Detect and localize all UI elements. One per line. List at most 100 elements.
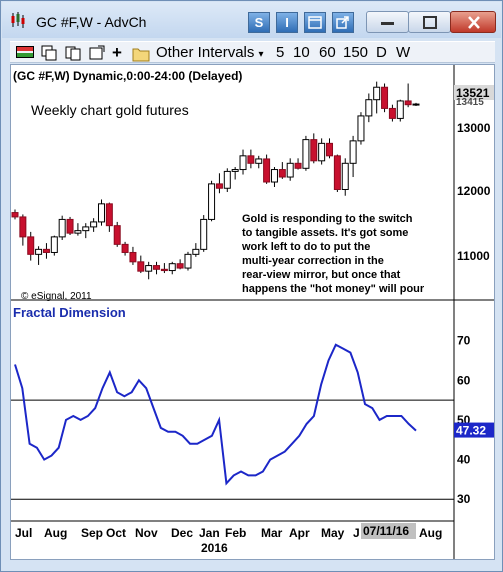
i-button-label: I [285,15,289,30]
candle [113,221,121,247]
other-intervals-dropdown[interactable]: Other Intervals ▾ [156,44,264,62]
candle [50,235,58,256]
window-icon [308,16,322,29]
candle [365,93,373,123]
other-intervals-label: Other Intervals [156,44,255,61]
time-axis-label: J [353,526,360,540]
candle-body-up [50,236,58,253]
popout-icon [336,16,349,29]
candle-body-up [184,253,192,269]
candle-body-up [192,248,200,255]
link-icon[interactable] [40,44,58,62]
candle-body-up [341,162,349,190]
candle-body-up [270,169,278,183]
time-axis-label: Oct [106,526,126,540]
candle-body-down [129,251,137,263]
cursor-date-box [361,523,416,539]
candle [239,149,247,175]
candle [35,246,43,265]
candle [160,263,168,274]
indicator-last-value: 47.32 [456,424,486,438]
candle-body-down [137,261,145,272]
chart-type-icon[interactable] [16,44,34,62]
candle [396,99,404,122]
app-chart-icon [11,12,25,28]
candle [247,149,255,169]
popout-button[interactable] [332,12,354,33]
annotation-text: Gold is responding to the switch to tang… [241,213,425,295]
candle-body-down [381,86,389,109]
maximize-icon [423,16,437,29]
candle-body-down [310,139,318,162]
candle [105,202,113,232]
candle-body-down [326,142,334,157]
candle [341,158,349,196]
candle [357,112,365,145]
interval-150[interactable]: 150 [343,44,369,61]
candle-body-down [333,155,341,190]
candle [27,231,35,261]
properties-icon[interactable] [88,44,106,62]
candle-body-down [278,169,286,178]
candle [294,158,302,170]
candle [145,261,153,280]
s-button-label: S [254,15,264,30]
candle-body-up [35,248,43,255]
annotation-line-5: rear-view mirror, but once that [242,269,401,281]
interval-w[interactable]: W [396,44,411,61]
candle-body-down [263,158,271,183]
copy-icon[interactable] [64,44,82,62]
annotation-line-1: Gold is responding to the switch [242,213,413,225]
candle [310,133,318,164]
interval-d[interactable]: D [376,44,387,61]
time-axis: Jul Aug Sep Oct Nov Dec Jan Feb Mar Apr May J Aug [15,526,442,540]
maximize-button[interactable] [408,11,451,33]
time-axis-label: Aug [44,526,67,540]
chart-svg[interactable]: (GC #F,W) Dynamic,0:00-24:00 (Delayed) W… [11,65,494,559]
last-price-box [454,85,494,100]
title-bar[interactable]: GC #F,W - AdvCh S I [2,2,501,38]
candle [137,255,145,274]
candle-body-down [294,162,302,169]
candle-body-up [255,158,263,164]
candle-body-up [74,230,82,234]
folder-icon[interactable] [132,45,150,63]
time-axis-label: May [321,526,345,540]
candle-body-up [82,226,90,232]
candle-body-down [247,155,255,164]
candle [58,215,66,240]
candle [19,214,27,246]
time-axis-label: Nov [135,526,158,540]
candle [270,167,278,187]
candle-body-up [357,115,365,142]
indicator-last-value-box [454,422,494,438]
i-button[interactable]: I [276,12,298,33]
candle [215,173,223,194]
minimize-button[interactable] [366,11,409,33]
candle-body-down [404,100,412,106]
last-price-partial: 13415 [456,97,484,108]
annotation-line-2: to tangible assets. It's got some [242,227,408,239]
time-axis-label: Sep [81,526,103,540]
candle-body-up [168,263,176,272]
candle-body-up [208,183,216,220]
candle-body-up [373,86,381,101]
candle-body-down [388,107,396,119]
candle [373,81,381,114]
link-window-button[interactable] [304,12,326,33]
chart-area[interactable]: (GC #F,W) Dynamic,0:00-24:00 (Delayed) W… [10,64,495,560]
add-plus-icon[interactable]: + [112,43,122,62]
candle-body-down [121,243,129,253]
interval-10[interactable]: 10 [293,44,310,61]
interval-5[interactable]: 5 [276,44,285,61]
close-button[interactable] [450,11,496,33]
candle [412,102,420,106]
minimize-icon [381,22,394,25]
candle-body-up [145,265,153,272]
price-header: (GC #F,W) Dynamic,0:00-24:00 (Delayed) [13,69,242,83]
s-button[interactable]: S [248,12,270,33]
annotation-line-6: happens the "hot money" will pour [242,283,425,295]
interval-60[interactable]: 60 [319,44,336,61]
price-tick-12000: 12000 [457,184,491,198]
